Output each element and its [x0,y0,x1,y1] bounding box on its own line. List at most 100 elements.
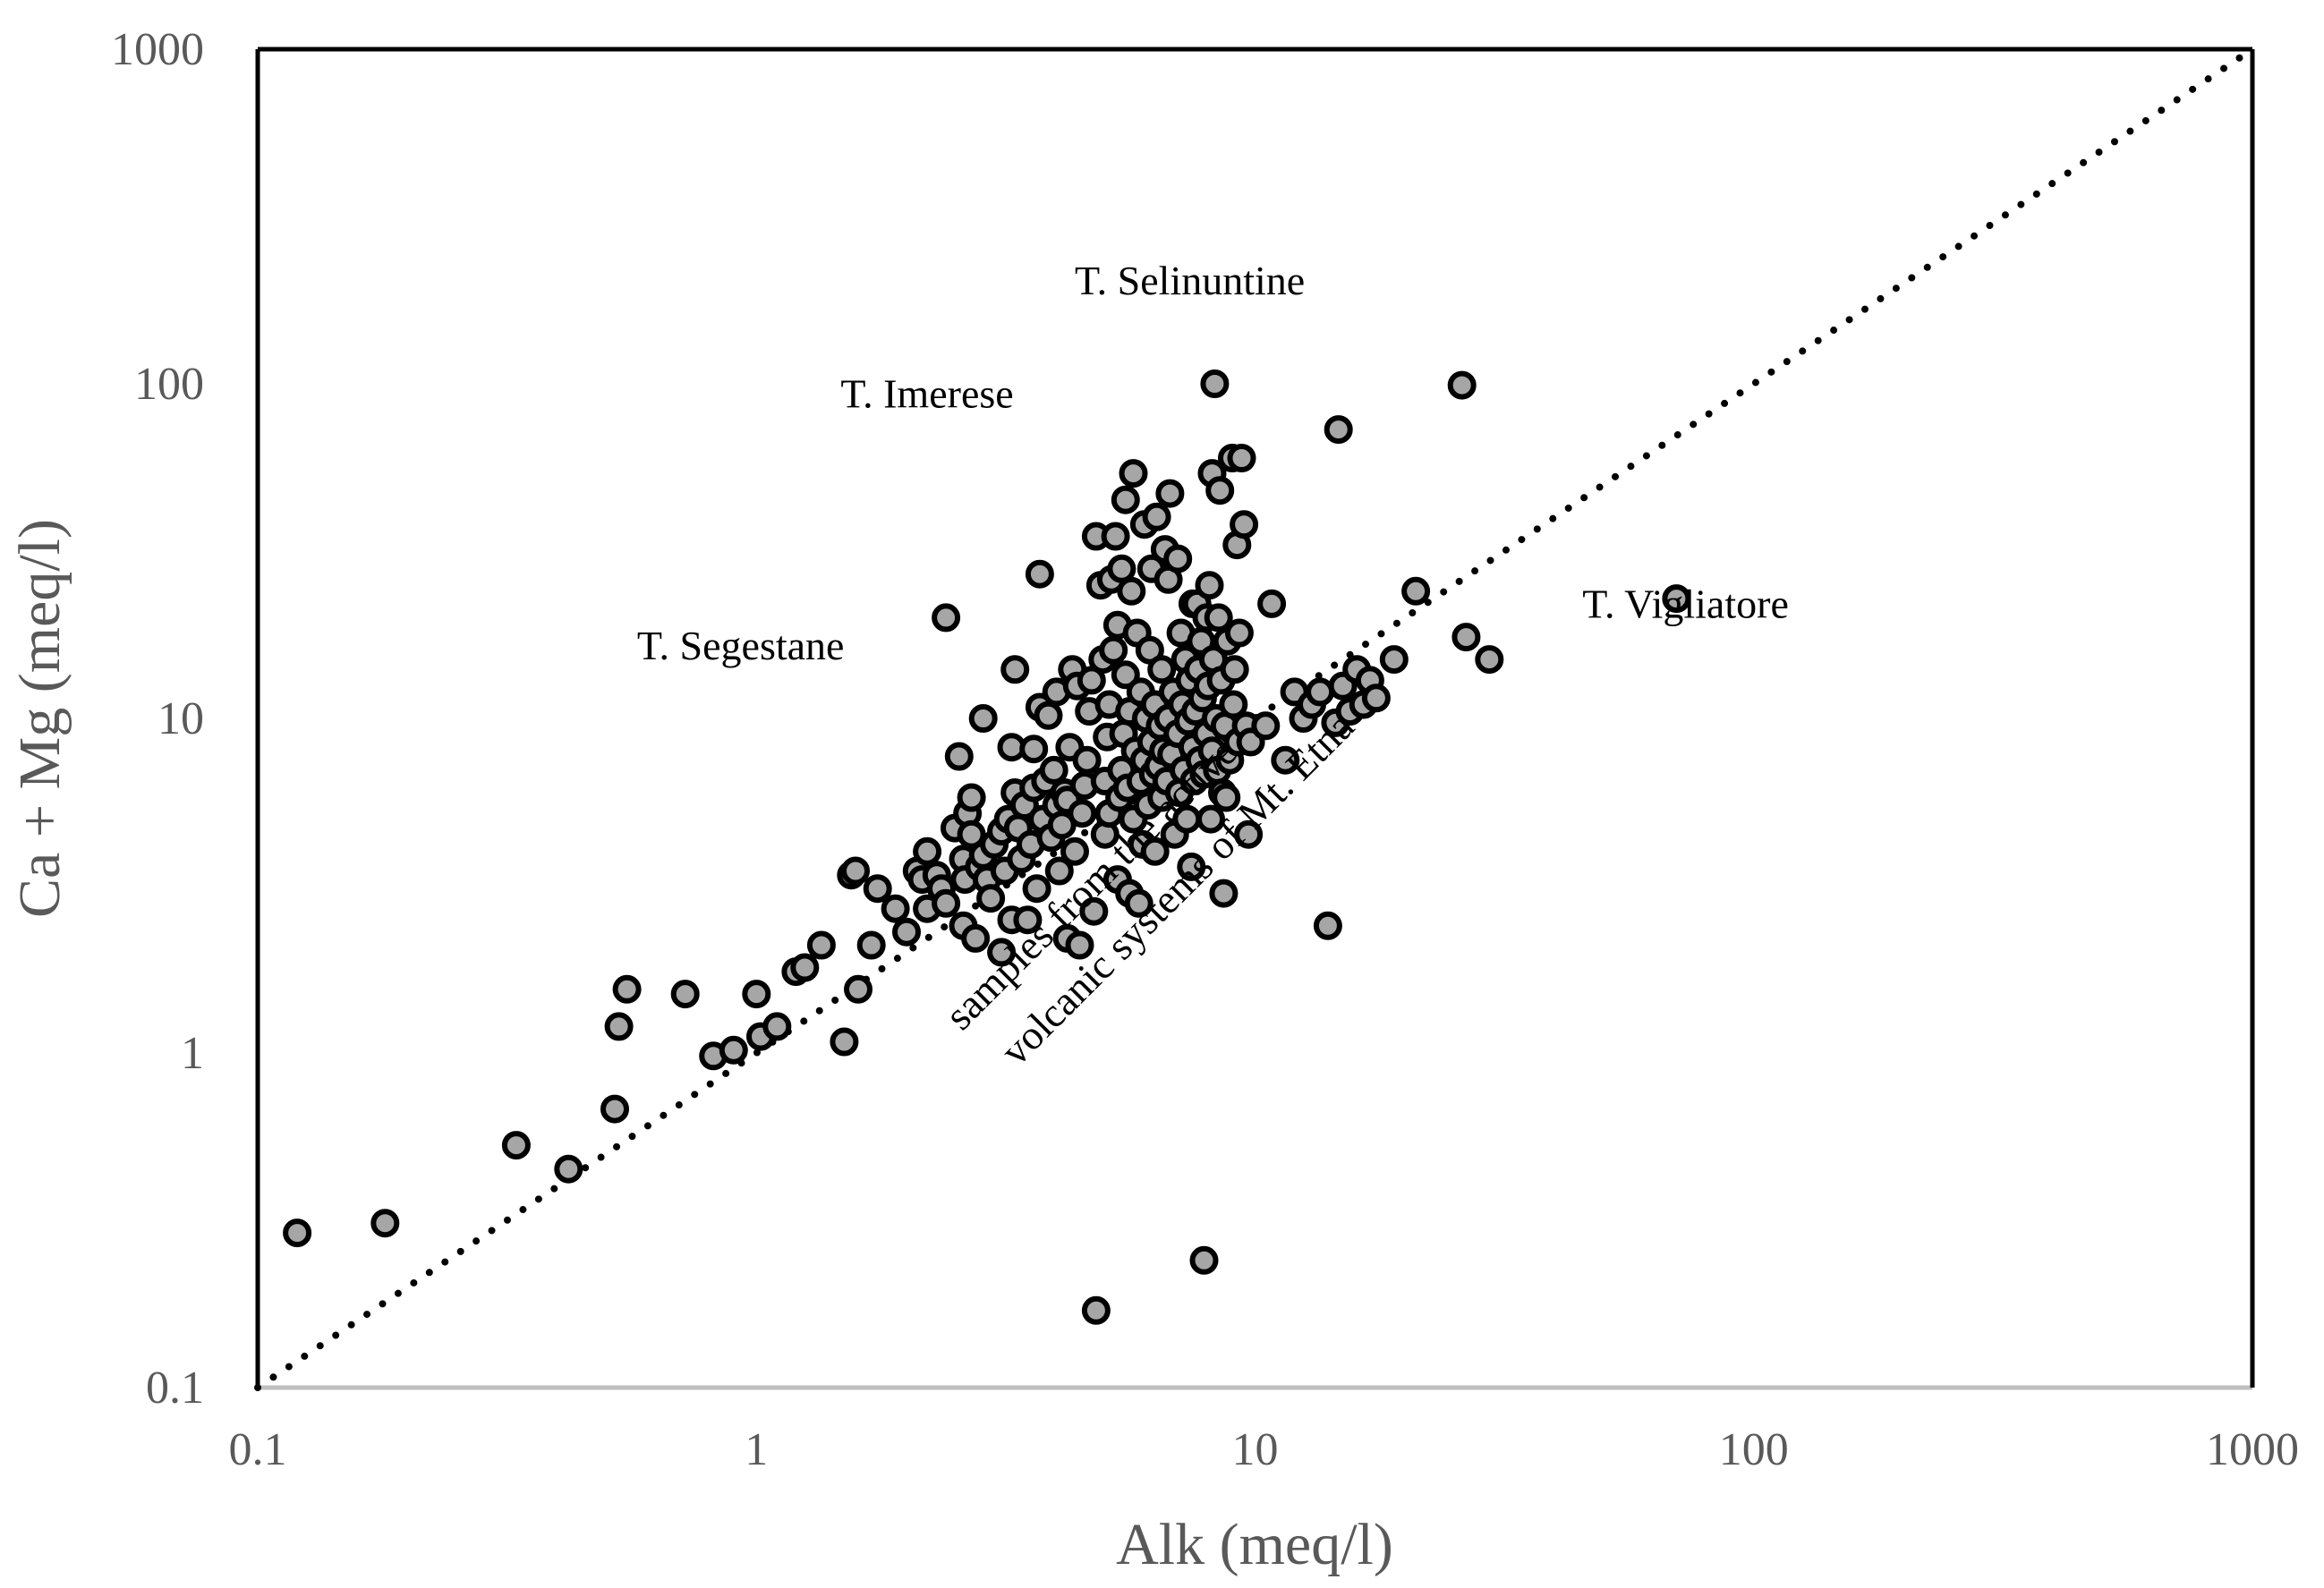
data-point [1142,502,1171,531]
data-point [881,894,910,923]
data-point [1209,879,1239,908]
data-point [1451,623,1481,652]
data-point [1047,811,1077,840]
y-tick-label: 0.1 [146,1363,204,1414]
data-point [932,603,961,633]
data-point [790,953,820,982]
data-point [976,884,1006,913]
data-point [1361,684,1391,713]
data-point [1475,645,1504,675]
data-point [1212,783,1241,812]
data-point [1227,444,1256,472]
y-tick-label: 100 [134,359,204,410]
data-point [1234,819,1264,849]
data-point [600,1094,629,1124]
data-point [1379,645,1409,675]
data-point [1072,745,1102,775]
data-point [1163,544,1193,573]
data-point [957,819,986,849]
data-point [1447,370,1477,400]
data-point [1077,666,1106,695]
data-point [1013,905,1043,935]
data-point [1099,635,1128,665]
data-point [1662,584,1691,614]
data-point [762,1012,792,1041]
data-point [501,1131,531,1160]
annotation-label: T. Vigliatore [1582,581,1789,626]
x-tick-label: 1000 [2206,1424,2299,1475]
plot-frame [255,47,2255,1390]
data-point [1060,836,1089,866]
data-point [1044,856,1074,886]
data-point [283,1219,312,1248]
data-point [604,1012,634,1041]
data-point [1401,576,1431,606]
data-point [968,704,998,733]
data-point [554,1154,583,1184]
data-point [1065,930,1094,960]
data-point [1204,603,1233,633]
data-point [1079,896,1109,926]
data-point [1189,1245,1219,1275]
data-point [1022,874,1051,904]
data-point [1119,459,1148,488]
data-point [1034,701,1063,730]
data-point [1117,576,1146,606]
data-point [1177,852,1206,881]
data-point [719,1035,748,1065]
data-point [1257,589,1287,618]
data-point [1019,735,1049,764]
data-point [742,980,771,1009]
data-point [844,974,873,1004]
data-points [283,369,1691,1325]
data-point [1111,660,1140,690]
data-point [1251,711,1281,741]
data-point [863,874,892,904]
data-point [1081,1295,1111,1325]
data-point [841,856,870,886]
x-tick-label: 1 [745,1424,768,1475]
data-point [1147,655,1177,684]
x-tick-label: 0.1 [229,1424,287,1475]
data-point [1068,799,1097,828]
annotation-label: T. Segestane [637,623,845,668]
data-point [1025,559,1054,589]
data-point [957,783,986,812]
data-point [892,917,921,947]
data-point [1219,690,1248,719]
data-point [1200,369,1230,398]
data-point [987,938,1017,967]
data-point [856,930,886,960]
data-point [1195,571,1224,600]
data-point [670,980,700,1009]
x-tick-labels: 0.1 1 10 100 1000 [229,1424,2300,1475]
y-tick-label: 1000 [111,24,204,75]
data-point [1039,755,1068,785]
data-point [1111,485,1140,514]
data-point [1196,804,1225,834]
data-point [830,1027,859,1057]
data-point [1271,745,1300,775]
x-axis-title: Alk (meq/l) [1116,1512,1393,1577]
y-tick-labels: 0.1 1 10 100 1000 [111,24,204,1414]
data-point [1000,655,1030,684]
data-point [1155,479,1185,508]
x-tick-label: 10 [1232,1424,1279,1475]
data-point [1324,415,1353,445]
data-point [612,974,642,1004]
data-point [1306,677,1335,707]
data-point [932,888,961,918]
data-point [1220,655,1249,684]
annotation-label: T. Imerese [840,370,1013,416]
y-tick-label: 1 [181,1028,204,1079]
y-tick-label: 10 [157,693,204,744]
x-tick-label: 100 [1719,1424,1789,1475]
data-point [1313,911,1342,940]
y-axis-title: Ca + Mg (meq/l) [7,519,72,918]
data-point [1107,554,1136,583]
data-point [1101,522,1130,551]
data-point [370,1209,400,1238]
data-point [944,742,974,771]
data-point [1140,836,1170,866]
